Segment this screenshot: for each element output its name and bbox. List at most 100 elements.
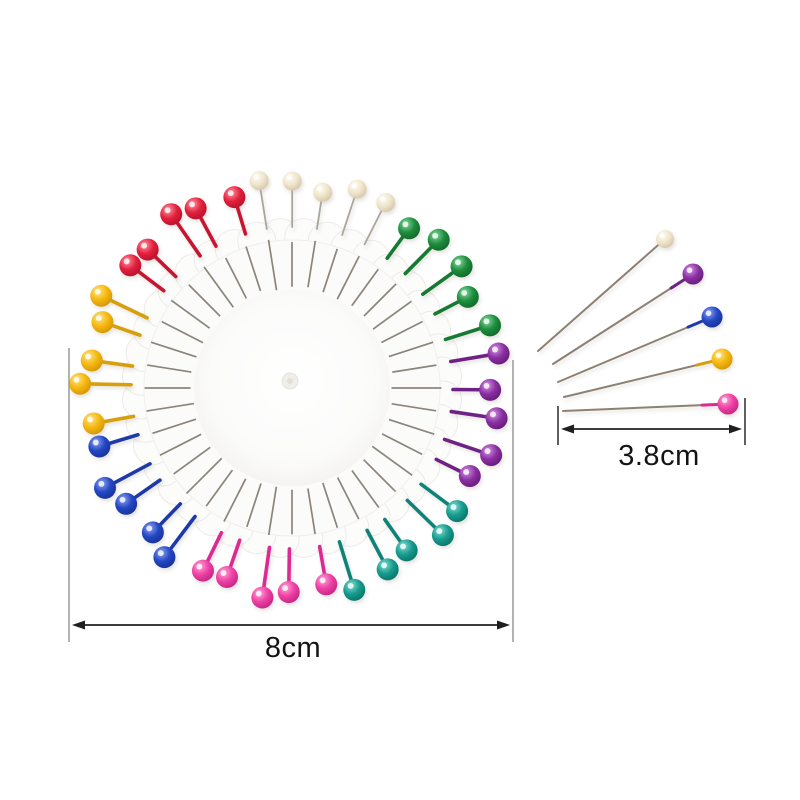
needle-slot [391, 402, 437, 412]
pin-head-highlight [164, 207, 171, 214]
needle-slot [185, 457, 223, 495]
pin-head [446, 500, 469, 523]
pin-stem [86, 382, 133, 387]
pearl-pin-teal [337, 540, 366, 601]
needle-slot [336, 255, 360, 300]
pin-stem [204, 530, 224, 566]
pin-head-highlight [490, 411, 496, 418]
needle-slot [159, 433, 202, 457]
pin-head-highlight [95, 315, 102, 322]
needle-slot [152, 418, 197, 435]
pearl-pin-teal [365, 528, 399, 581]
pin-stem [443, 325, 485, 342]
pin-head-highlight [255, 590, 262, 597]
loose-pin-head [711, 348, 733, 370]
pin-head [251, 586, 274, 609]
pin-stem [403, 243, 435, 276]
pin-stem [167, 514, 197, 553]
pin-head-highlight [400, 543, 406, 550]
pin-head-highlight [381, 562, 388, 569]
pin-stem [156, 502, 183, 529]
pin-head-highlight [316, 186, 323, 192]
needle-slot [388, 418, 435, 436]
needle-slot [322, 248, 339, 293]
pearl-pin-yellow [90, 284, 149, 320]
needle-slot [336, 477, 360, 520]
loose-pin-highlight [686, 267, 693, 274]
pin-head-highlight [483, 382, 490, 389]
pearl-pin-teal [383, 517, 418, 562]
pin-head-highlight [87, 416, 94, 423]
pin-stem [383, 517, 404, 546]
pearl-pin-green [421, 255, 473, 296]
pin-head [88, 435, 111, 458]
pearl-pin-teal [405, 498, 454, 547]
pin-stem [365, 528, 386, 565]
pin-head-highlight [196, 563, 203, 570]
loose-pins [537, 230, 739, 415]
pearl-pin-pink [315, 544, 338, 596]
arrowhead-left [72, 620, 85, 630]
pearl-pin-white [341, 179, 367, 236]
loose-pin-pink [562, 393, 739, 415]
pin-head-highlight [491, 346, 498, 353]
pin-head-highlight [380, 196, 386, 202]
loose-pin-needle [557, 316, 713, 383]
pin-head [119, 254, 142, 277]
needle-slot [267, 239, 278, 291]
pin-head-highlight [461, 289, 468, 296]
pin-stem [173, 218, 202, 258]
pin-head [191, 559, 214, 582]
pin-head [277, 581, 300, 604]
pin-head [115, 492, 138, 515]
pin-length-measurement: 3.8cm [557, 398, 746, 472]
loose-pin-highlight [659, 233, 665, 239]
pin-stem [442, 437, 486, 455]
pin-head [395, 539, 418, 562]
pin-stem [227, 538, 242, 572]
needle-slot [146, 402, 195, 412]
pin-stem [341, 194, 357, 236]
needle-slot [351, 469, 380, 508]
pin-stem [316, 197, 323, 230]
needle-slot [170, 299, 211, 329]
needle-slot [372, 300, 412, 330]
loose-pin-white [537, 230, 674, 352]
pearl-pin-yellow [82, 412, 136, 435]
pin-head-highlight [282, 585, 289, 592]
loose-pin-yellow [563, 348, 733, 398]
pearl-pin-pink [191, 530, 224, 582]
needle-slot [245, 246, 262, 292]
pin-head-highlight [157, 550, 164, 557]
pin-head-highlight [189, 201, 195, 208]
pin-head-highlight [286, 175, 292, 181]
pin-head [450, 255, 473, 278]
pin-stem [405, 498, 439, 532]
pin-head-highlight [73, 376, 80, 383]
pin-head-highlight [454, 259, 461, 266]
pin-head-highlight [484, 448, 491, 455]
pearl-pin-white [313, 182, 333, 230]
pin-head [431, 524, 454, 547]
loose-pin-purple [552, 263, 704, 365]
needle-slot [223, 478, 247, 522]
loose-pin-blue [557, 306, 723, 383]
pin-stem [108, 322, 142, 337]
pin-stem [259, 186, 268, 230]
pin-head [136, 238, 159, 261]
pin-head [315, 573, 338, 596]
loose-pin-head [701, 306, 723, 328]
pearl-pin-red [136, 238, 178, 279]
needle-slot [392, 364, 437, 373]
pin-head-highlight [402, 221, 409, 228]
pearl-pin-yellow [91, 311, 142, 337]
pin-stem [151, 253, 178, 279]
needle-slot [203, 266, 235, 308]
pin-stem [449, 409, 491, 419]
pin-stem [287, 547, 292, 586]
pin-stem [106, 297, 149, 320]
pearl-pin-green [385, 217, 421, 260]
pearl-pin-white [249, 171, 269, 230]
needle-slot [380, 320, 423, 344]
